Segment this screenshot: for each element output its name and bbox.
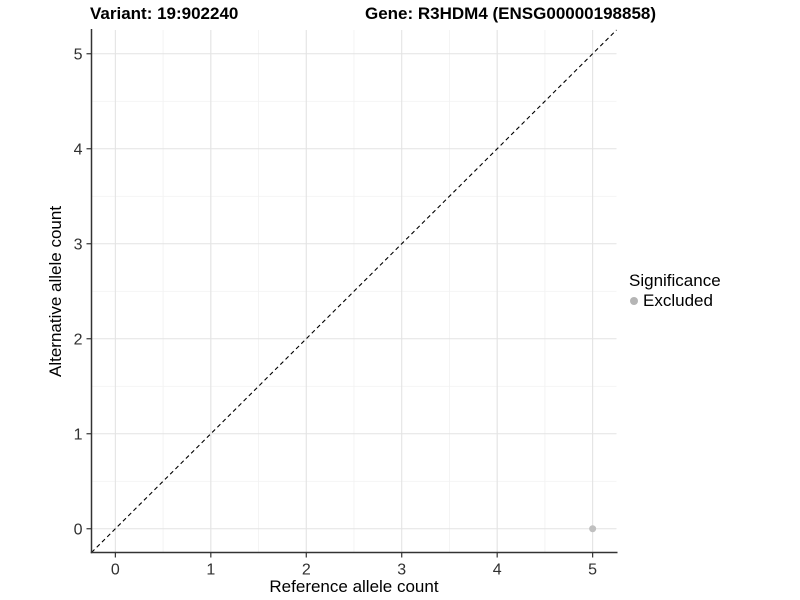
y-tick-label: 4 [74, 141, 83, 158]
x-tick-label: 2 [302, 562, 311, 579]
x-tick-label: 3 [397, 562, 406, 579]
plot-title-variant: Variant: 19:902240 [90, 4, 239, 23]
x-tick-label: 1 [206, 562, 215, 579]
y-tick-label: 5 [74, 46, 83, 63]
y-tick-label: 2 [74, 331, 83, 348]
legend: Significance Excluded [629, 271, 721, 310]
y-tick-label: 1 [74, 426, 83, 443]
legend-item-label: Excluded [643, 291, 713, 310]
x-axis-title: Reference allele count [269, 577, 439, 596]
y-tick-label: 3 [74, 236, 83, 253]
x-tick-label: 4 [493, 562, 502, 579]
plot-title-gene: Gene: R3HDM4 (ENSG00000198858) [365, 4, 657, 23]
x-tick-label: 0 [111, 562, 120, 579]
legend-point-icon [630, 296, 638, 305]
x-tick-label: 5 [588, 562, 597, 579]
identity-dashed-line [91, 29, 617, 553]
legend-item-excluded: Excluded [629, 291, 721, 310]
data-point-excluded [589, 525, 597, 533]
y-tick-label: 0 [74, 521, 83, 538]
legend-title: Significance [629, 271, 721, 290]
